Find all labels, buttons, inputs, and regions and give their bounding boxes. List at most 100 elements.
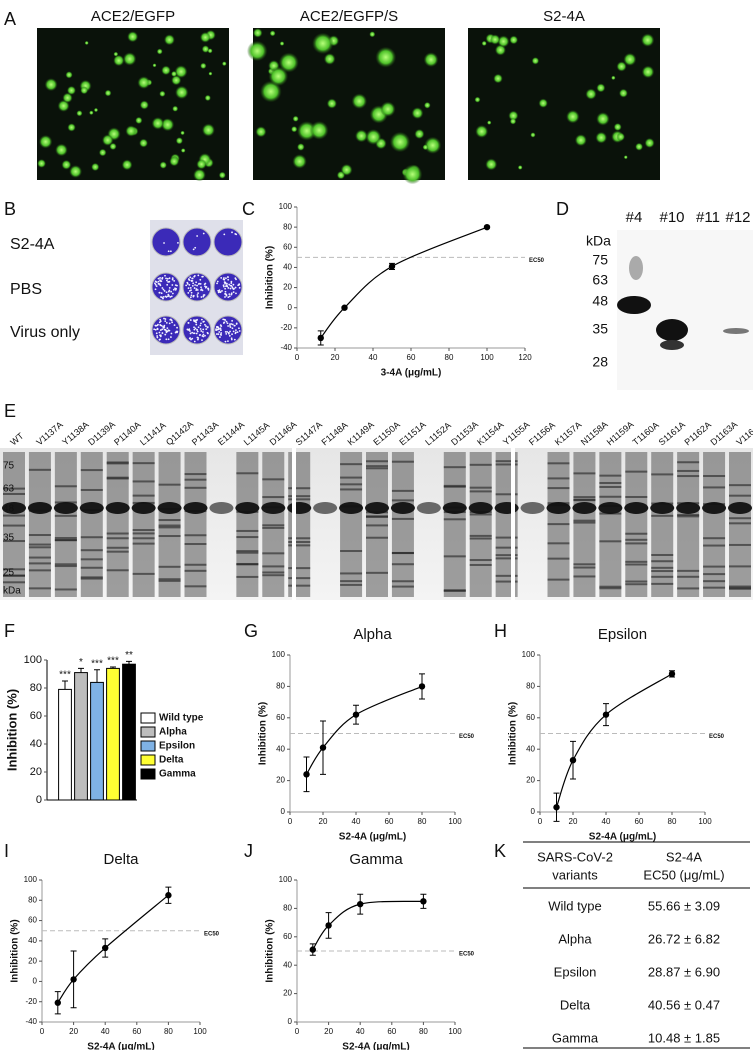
cell [641,65,655,79]
legend-swatch [140,768,156,780]
band [288,487,311,490]
band [702,502,727,514]
band [262,478,285,481]
band [443,484,466,487]
band [573,519,596,522]
band [54,588,77,591]
cell [76,110,83,117]
row-label: S2-4A [10,236,55,253]
band [54,563,77,566]
cell [611,75,616,81]
legend-label: Delta [159,755,184,766]
plaque [201,289,204,292]
plaque [196,295,199,298]
band [262,526,285,529]
cell [402,164,423,185]
band [598,502,623,514]
plaque [223,233,226,236]
marker-label: 63 [592,272,608,288]
band [443,589,466,592]
band [651,566,674,569]
band [651,582,674,585]
plaque [232,283,235,286]
plaque [229,323,231,326]
band [80,536,103,539]
cell [489,34,501,45]
plaque [157,277,160,280]
band [520,502,545,514]
data-point [602,711,610,718]
band [365,502,389,514]
plaque [160,280,162,283]
error-bar [62,680,68,690]
cell [618,88,628,98]
plaque [222,318,225,321]
plaque [159,284,162,287]
band [495,546,518,549]
table-cell: Gamma [552,1030,599,1045]
lane-label: #11 [696,209,720,226]
plaque [194,284,196,286]
cell [566,109,580,124]
cell [62,92,73,103]
band [3,581,25,584]
y-tick-label: 60 [283,242,292,251]
band [132,542,155,545]
plaque [197,326,200,329]
cell [201,123,216,137]
plaque [216,328,219,331]
band [391,580,414,583]
band [729,586,751,589]
y-tick-label: 80 [30,682,42,694]
panel-label: C [242,199,255,219]
lane-label: L1145A [242,420,272,447]
cell [127,31,139,43]
plaque [226,322,229,325]
cell [161,118,175,132]
cell [174,85,189,100]
band [495,557,518,560]
plaque [176,326,178,329]
panel-label: F [4,621,15,641]
y-tick-label: 20 [283,283,292,292]
table-cell: Wild type [548,898,601,913]
x-axis-label: S2-4A (μg/mL) [339,832,406,843]
data-point [319,744,327,751]
data-point [569,756,577,764]
y-axis-label: Inhibition (%) [10,919,21,982]
plaque [159,318,162,321]
band [158,578,181,581]
plaque [163,326,166,329]
plaque [166,295,169,298]
cell [596,83,606,93]
band [650,502,675,514]
band [262,552,285,555]
band [573,472,596,475]
cell [208,71,213,76]
plaque [165,279,168,282]
x-axis-label: S2-4A (μg/mL) [342,1042,409,1050]
cell [163,34,175,46]
chart-title: Delta [103,851,139,868]
plaque [192,294,195,297]
band [416,502,441,514]
cell [61,159,72,170]
plaque [216,282,218,285]
band [617,296,651,314]
row-label: Virus only [10,324,80,341]
lane-label: P1143A [190,420,220,448]
plaque [154,324,157,327]
table-cell: 55.66 ± 3.09 [648,898,720,913]
marker-label: 63 [3,484,15,495]
band [288,498,311,501]
band [547,462,570,465]
data-point [553,804,560,811]
band [366,536,388,539]
plaque [189,287,192,289]
plaque [176,331,178,334]
plaque [185,284,188,287]
band [625,495,648,498]
cell [65,71,73,79]
lane-label: H1159A [605,419,636,447]
band [184,473,207,476]
